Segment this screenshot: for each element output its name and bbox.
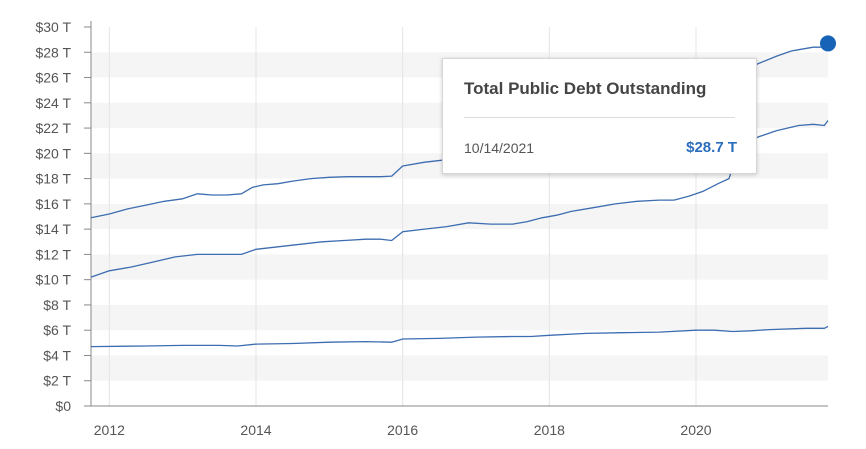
x-tick-label: 2018 xyxy=(534,422,565,438)
tooltip-title: Total Public Debt Outstanding xyxy=(464,79,707,98)
grid-band xyxy=(91,355,828,381)
y-tick-label: $18 T xyxy=(35,171,71,187)
tooltip-date: 10/14/2021 xyxy=(464,140,535,156)
tooltip-value: $28.7 T xyxy=(686,139,737,156)
y-tick-label: $4 T xyxy=(43,347,71,363)
y-tick-label: $12 T xyxy=(35,246,71,262)
y-tick-label: $14 T xyxy=(35,221,71,237)
y-tick-label: $8 T xyxy=(43,297,71,313)
x-tick-label: 2016 xyxy=(387,422,418,438)
y-tick-label: $16 T xyxy=(35,196,71,212)
x-tick-label: 2020 xyxy=(680,422,711,438)
y-tick-label: $24 T xyxy=(35,95,71,111)
y-tick-label: $2 T xyxy=(43,373,71,389)
highlight-marker xyxy=(820,35,836,52)
grid-band xyxy=(91,254,828,280)
tooltip-divider xyxy=(464,117,735,118)
y-tick-label: $0 xyxy=(55,398,71,414)
x-tick-label: 2012 xyxy=(94,422,125,438)
series-line-3 xyxy=(90,325,829,348)
y-tick-label: $30 T xyxy=(35,19,71,35)
grid-band xyxy=(91,304,828,331)
y-tick-label: $28 T xyxy=(35,44,71,60)
y-tick-label: $26 T xyxy=(35,70,71,86)
y-tick-label: $10 T xyxy=(35,272,71,288)
y-tick-label: $20 T xyxy=(35,145,71,161)
tooltip: Total Public Debt Outstanding 10/14/2021… xyxy=(442,58,757,174)
x-tick-label: 2014 xyxy=(240,422,271,438)
series-line-2 xyxy=(90,120,829,278)
x-axis-ticks: 2012 2014 2016 2018 2020 xyxy=(94,422,712,438)
highlight-marker-group xyxy=(820,35,836,52)
grid-band xyxy=(91,203,828,230)
y-tick-label: $22 T xyxy=(35,120,71,136)
y-tick-label: $6 T xyxy=(43,322,71,338)
y-axis-ticks: $0 $2 T $4 T $6 T $8 T $10 T $12 T $14 T $16 T $1… xyxy=(35,19,91,414)
